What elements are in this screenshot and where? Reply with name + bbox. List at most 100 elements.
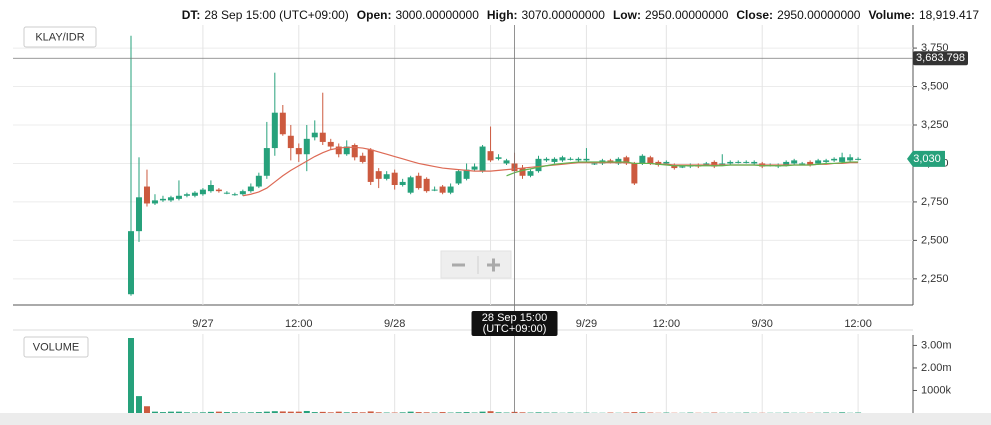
candle-body bbox=[503, 160, 510, 164]
candle-body bbox=[567, 158, 574, 160]
last-price-box bbox=[907, 150, 945, 167]
candle-body bbox=[199, 189, 206, 195]
candle-body bbox=[743, 161, 750, 163]
candle-body bbox=[647, 157, 654, 164]
zoom-in[interactable] bbox=[487, 258, 500, 272]
volume-bar bbox=[351, 412, 358, 413]
candle-body bbox=[495, 157, 502, 159]
volume-bar bbox=[495, 412, 502, 413]
candle-body bbox=[479, 146, 486, 172]
candle-body bbox=[151, 200, 158, 204]
candle-body bbox=[383, 174, 390, 179]
candle-body bbox=[447, 186, 454, 193]
y-tick-label: 2,250 bbox=[921, 273, 949, 285]
candle-body bbox=[703, 163, 710, 165]
candle-body bbox=[239, 191, 246, 195]
candle-body bbox=[271, 112, 278, 149]
volume-bar bbox=[247, 412, 254, 413]
x-tick-label: 9/27 bbox=[192, 318, 213, 330]
candle-body bbox=[655, 161, 662, 165]
overlay: 28 Sep 15:00(UTC+09:00) 3,683.798 3,030 bbox=[13, 25, 968, 413]
candle-body bbox=[831, 158, 838, 161]
field-label: Low: bbox=[612, 8, 641, 22]
candle-body bbox=[583, 158, 590, 161]
candle-body bbox=[311, 132, 318, 138]
candle-body bbox=[799, 163, 806, 165]
candle-body bbox=[735, 161, 742, 163]
volume-bar bbox=[183, 412, 190, 413]
candle-body bbox=[463, 169, 470, 179]
candle-body bbox=[367, 149, 374, 182]
volume-bar bbox=[839, 412, 846, 413]
zoom-controls bbox=[440, 250, 512, 279]
candle-body bbox=[415, 175, 422, 189]
volume-bar bbox=[639, 412, 646, 413]
x-tick-label: 9/29 bbox=[576, 318, 597, 330]
crosshair-price-box bbox=[913, 51, 968, 66]
volume-bar bbox=[407, 411, 414, 413]
field-value: 3000.00000000 bbox=[395, 8, 479, 22]
volume-bar bbox=[207, 411, 214, 413]
candle-body bbox=[663, 161, 670, 164]
candle-body bbox=[607, 160, 614, 162]
candle-body bbox=[719, 163, 726, 165]
volume-bar bbox=[159, 412, 166, 413]
candle-body bbox=[543, 158, 550, 161]
ohlc-header: DT: 28 Sep 15:00 (UTC+09:00) Open: 3000.000… bbox=[174, 8, 979, 22]
volume-bar bbox=[399, 412, 406, 413]
last-price-label: 3,030 bbox=[913, 153, 941, 165]
candle-body bbox=[159, 198, 166, 201]
candle-body bbox=[207, 185, 214, 192]
candle-body bbox=[327, 141, 334, 147]
candle-body bbox=[175, 195, 182, 199]
candle-body bbox=[215, 189, 222, 192]
candle-body bbox=[679, 166, 686, 168]
candle-body bbox=[535, 158, 542, 172]
moving-averages bbox=[242, 146, 859, 197]
candle-body bbox=[727, 161, 734, 164]
candle-body bbox=[391, 172, 398, 185]
candle-body bbox=[303, 138, 310, 155]
candle-body bbox=[407, 177, 414, 193]
volume-bar bbox=[359, 412, 366, 413]
x-tick-label: 9/30 bbox=[751, 318, 772, 330]
field-label: Open: bbox=[356, 8, 392, 22]
candle-body bbox=[359, 155, 366, 162]
volume-tick-label: 1000k bbox=[921, 384, 951, 396]
candle-body bbox=[815, 160, 822, 164]
y-tick-label: 3,750 bbox=[921, 42, 949, 54]
field-label: DT: bbox=[181, 8, 201, 22]
volume-bar bbox=[231, 412, 238, 413]
field-value: 28 Sep 15:00 (UTC+09:00) bbox=[204, 8, 349, 22]
volume-bar bbox=[519, 412, 526, 413]
candle-body bbox=[455, 171, 462, 184]
volume-bar bbox=[367, 411, 374, 413]
volume-bar bbox=[128, 338, 134, 413]
volume-bar bbox=[175, 411, 182, 413]
volume-bar bbox=[535, 412, 542, 413]
candle-body bbox=[295, 148, 302, 155]
candle-body bbox=[711, 161, 718, 167]
y-tick-label: 3,500 bbox=[921, 80, 949, 92]
x-tick-label: 12:00 bbox=[844, 318, 872, 330]
candle-body bbox=[519, 168, 526, 176]
candle-body bbox=[143, 186, 150, 204]
field-label: Volume: bbox=[868, 8, 915, 22]
candle-body bbox=[471, 166, 478, 170]
crosshair-time-label: (UTC+09:00) bbox=[483, 323, 547, 335]
volume-bar bbox=[327, 412, 334, 413]
y-tick-label: 3,250 bbox=[921, 119, 949, 131]
crosshair-price-label: 3,683.798 bbox=[916, 52, 965, 64]
field-value: 18,919.417 bbox=[918, 8, 979, 22]
candle-body bbox=[263, 148, 270, 176]
candle-body bbox=[343, 146, 350, 155]
candle-body bbox=[279, 112, 286, 135]
candle-body bbox=[399, 181, 406, 185]
x-tick-label: 9/28 bbox=[384, 318, 405, 330]
candle-body bbox=[751, 161, 758, 164]
volume-bar bbox=[631, 412, 638, 413]
symbol-box bbox=[23, 26, 97, 48]
volume-bar bbox=[223, 412, 230, 413]
candle-body bbox=[559, 157, 566, 161]
volume-bar bbox=[255, 412, 262, 413]
